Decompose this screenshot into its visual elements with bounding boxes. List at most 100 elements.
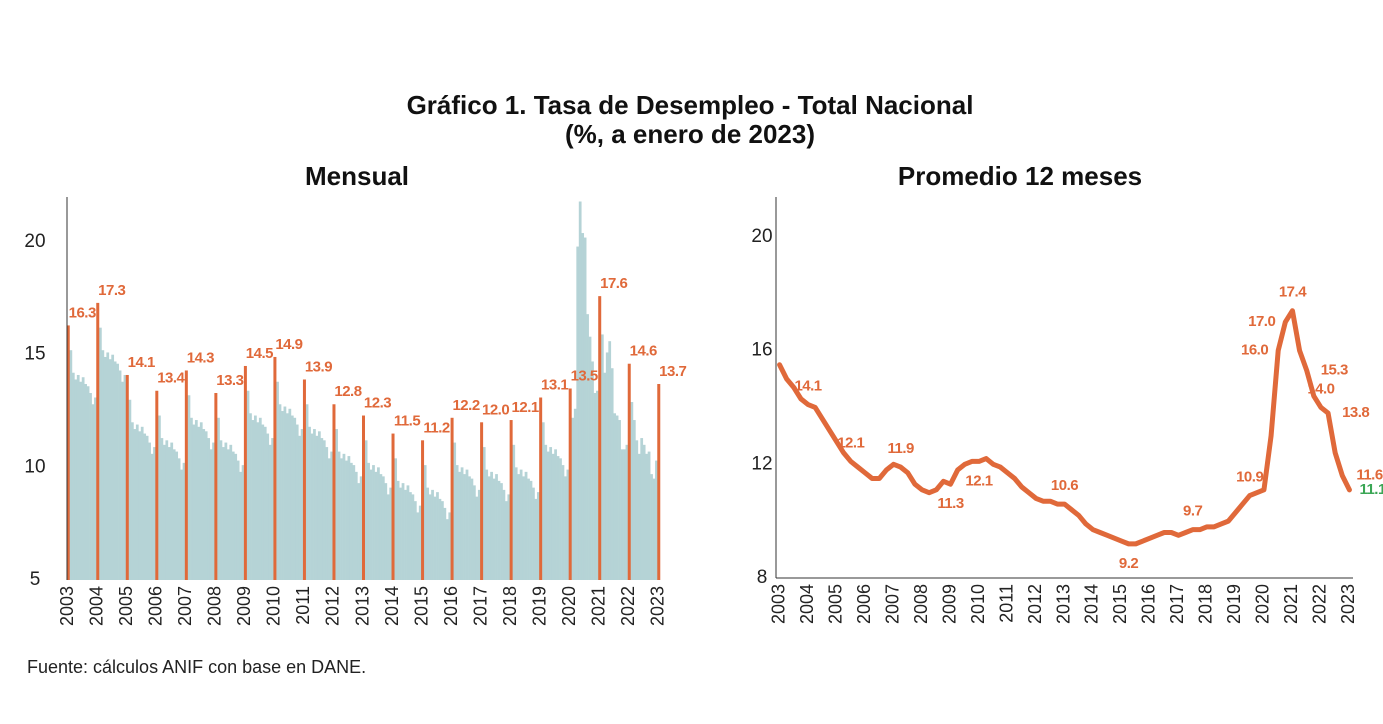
x-tick-label: 2016 — [1139, 584, 1159, 624]
bar — [288, 408, 292, 580]
x-tick-label: 2018 — [500, 586, 520, 626]
bar-highlight — [509, 420, 513, 580]
bar — [249, 413, 252, 580]
bar-highlight — [450, 417, 454, 580]
bar — [529, 480, 533, 580]
bar — [359, 476, 363, 580]
y-tick-label: 16 — [751, 340, 772, 361]
bar — [170, 442, 174, 580]
data-label: 13.9 — [305, 358, 332, 375]
x-tick-label: 2013 — [352, 586, 372, 626]
bar — [135, 424, 139, 580]
bar — [546, 451, 550, 580]
bar-highlight — [568, 388, 572, 580]
x-tick-label: 2009 — [939, 584, 959, 624]
bar — [190, 417, 193, 580]
bar — [588, 336, 592, 580]
x-tick-label: 2020 — [559, 586, 579, 626]
bar — [86, 386, 90, 580]
bar — [251, 420, 255, 580]
bar — [103, 356, 107, 580]
bar — [71, 372, 75, 580]
x-tick-label: 2017 — [470, 586, 490, 626]
data-label: 12.1 — [837, 434, 864, 451]
data-label: 14.6 — [630, 343, 657, 360]
bar — [354, 471, 358, 580]
bar — [507, 494, 511, 580]
bar — [655, 460, 658, 580]
bar — [541, 422, 545, 580]
bar — [477, 489, 481, 580]
bar-highlight — [214, 393, 218, 580]
x-tick-label: 2011 — [293, 586, 313, 625]
bar — [160, 438, 164, 580]
bar — [413, 501, 417, 580]
bar — [111, 354, 115, 580]
bar — [84, 383, 87, 580]
bar — [165, 440, 169, 580]
bar — [524, 471, 528, 580]
bar — [576, 246, 580, 581]
bar-highlight — [627, 363, 631, 580]
bar — [234, 453, 238, 580]
bar — [224, 442, 228, 580]
bar — [583, 237, 587, 580]
bar — [239, 471, 243, 580]
bar — [482, 447, 486, 580]
bar — [615, 415, 619, 580]
bar — [475, 496, 479, 580]
bar — [271, 438, 274, 580]
x-tick-label: 2019 — [529, 586, 549, 626]
bar-highlight — [421, 440, 425, 580]
x-tick-label: 2005 — [116, 586, 136, 626]
data-label: 11.3 — [937, 495, 964, 512]
data-label: 10.9 — [1236, 469, 1263, 486]
bar — [586, 314, 589, 580]
bar — [254, 415, 257, 580]
bar — [101, 350, 105, 580]
x-tick-label: 2007 — [175, 586, 195, 626]
x-tick-label: 2020 — [1253, 584, 1273, 624]
bar — [374, 471, 378, 580]
data-label: 12.3 — [364, 395, 391, 412]
data-label: 12.1 — [965, 472, 992, 489]
data-label: 14.3 — [187, 349, 214, 366]
bar — [180, 469, 183, 580]
bar — [544, 444, 548, 580]
bar — [367, 462, 370, 580]
x-tick-label: 2010 — [968, 584, 988, 624]
bar — [409, 492, 412, 580]
bar — [472, 485, 476, 580]
bar — [652, 478, 656, 580]
bar — [372, 465, 375, 580]
bar — [559, 458, 562, 580]
bar — [158, 415, 161, 580]
bar — [554, 449, 557, 580]
bar — [283, 406, 287, 580]
x-tick-label: 2004 — [87, 586, 107, 626]
bar — [290, 415, 294, 580]
bar — [613, 413, 617, 580]
bar — [266, 433, 270, 580]
bar — [236, 460, 240, 580]
bar — [650, 474, 653, 580]
x-tick-label: 2007 — [882, 584, 902, 624]
data-label: 12.2 — [452, 397, 479, 414]
bar — [460, 467, 464, 580]
bar — [116, 363, 119, 580]
x-tick-label: 2013 — [1053, 584, 1073, 624]
bar — [369, 469, 373, 580]
bar — [268, 444, 272, 580]
bar — [438, 498, 442, 580]
bar — [418, 505, 422, 580]
x-tick-label: 2023 — [648, 586, 668, 626]
bar — [571, 417, 575, 580]
data-label: 12.1 — [512, 399, 539, 416]
data-label: 14.5 — [246, 345, 273, 362]
source: Fuente: cálculos ANIF con base en DANE. — [27, 657, 366, 677]
x-tick-label: 2006 — [854, 584, 874, 624]
bar — [578, 201, 582, 580]
data-label: 13.3 — [216, 372, 243, 389]
bar — [492, 478, 496, 580]
